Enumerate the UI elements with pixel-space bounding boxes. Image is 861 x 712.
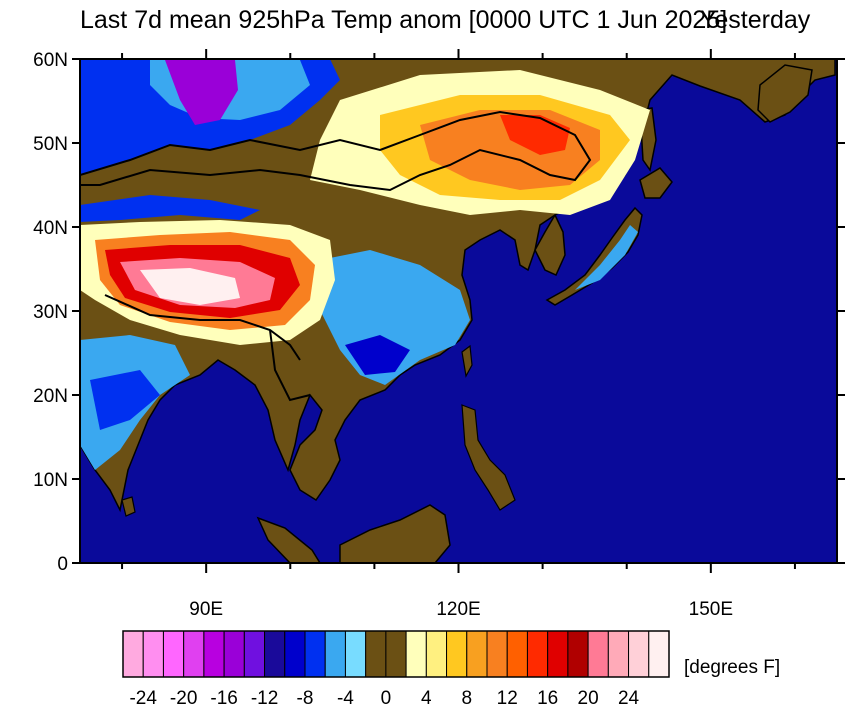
colorbar-swatch bbox=[446, 630, 468, 678]
colorbar-swatch bbox=[223, 630, 245, 678]
landmass-japan bbox=[545, 206, 643, 306]
axis-tick-labels: 0 10N 20N 30N 40N 50N 60N 90E 120E 150E bbox=[33, 50, 733, 620]
lon-tick-label: 150E bbox=[689, 599, 733, 620]
colorbar-swatch bbox=[648, 630, 670, 678]
lat-tick-label: 30N bbox=[33, 302, 68, 323]
colorbar-label: -4 bbox=[337, 688, 354, 709]
boundary-myanmar bbox=[269, 329, 311, 402]
landmass-taiwan bbox=[461, 344, 473, 378]
colorbar-swatch bbox=[122, 630, 144, 678]
landmass-sri-lanka bbox=[121, 496, 136, 517]
lat-tick-label: 50N bbox=[33, 134, 68, 155]
colorbar-label: 20 bbox=[578, 688, 599, 709]
colorbar-swatch bbox=[365, 630, 387, 678]
boundaries bbox=[80, 110, 592, 402]
axis-ticks bbox=[72, 49, 845, 573]
colorbar-units-label: [degrees F] bbox=[684, 657, 780, 678]
colorbar-label: 16 bbox=[537, 688, 558, 709]
landmass-kamchatka bbox=[757, 64, 813, 123]
colorbar-label: 0 bbox=[381, 688, 392, 709]
colorbar-swatch bbox=[587, 630, 609, 678]
lat-tick-label: 60N bbox=[33, 50, 68, 71]
colorbar-swatch bbox=[607, 630, 630, 678]
lon-tick-label: 90E bbox=[189, 599, 223, 620]
colorbar-swatch bbox=[628, 630, 650, 678]
colorbar: -24 -20 -16 -12 -8 -4 0 4 8 12 16 20 24 bbox=[122, 630, 670, 709]
colorbar-swatch bbox=[344, 630, 367, 678]
colorbar-swatch bbox=[405, 630, 427, 678]
colorbar-swatch bbox=[425, 630, 448, 678]
map-title: Last 7d mean 925hPa Temp anom [0000 UTC … bbox=[80, 6, 727, 34]
lat-tick-label: 10N bbox=[33, 470, 68, 491]
colorbar-swatch bbox=[304, 630, 326, 678]
colorbar-swatch bbox=[162, 630, 185, 678]
colorbar-swatch bbox=[466, 630, 488, 678]
colorbar-label: -24 bbox=[129, 688, 157, 709]
landmass-borneo bbox=[339, 504, 451, 563]
boundary-mongolia bbox=[80, 110, 592, 192]
anomaly-cold-india-dark bbox=[90, 370, 160, 430]
colorbar-swatch bbox=[567, 630, 589, 678]
lon-tick-label: 120E bbox=[436, 599, 480, 620]
colorbar-swatch bbox=[547, 630, 569, 678]
title-overlap-label: Yesterday bbox=[700, 6, 811, 34]
anomaly-warm-tibet-core bbox=[140, 268, 240, 305]
colorbar-swatch bbox=[526, 630, 549, 678]
colorbar-swatch bbox=[243, 630, 266, 678]
colorbar-frame bbox=[122, 630, 670, 678]
anomaly-cold-nw-purple bbox=[165, 60, 238, 125]
colorbar-label: 12 bbox=[497, 688, 518, 709]
colorbar-label: -20 bbox=[170, 688, 197, 709]
anomaly-cold-band-42n bbox=[80, 195, 260, 222]
colorbar-swatch bbox=[385, 630, 407, 678]
landmass-korea bbox=[534, 213, 566, 276]
colorbar-label: 4 bbox=[421, 688, 432, 709]
colorbar-swatch bbox=[324, 630, 346, 678]
anomaly-cold-japan bbox=[575, 225, 638, 290]
colorbar-label: 24 bbox=[618, 688, 640, 709]
colorbar-swatch bbox=[264, 630, 286, 678]
landmass-hokkaido bbox=[639, 167, 673, 199]
colorbar-swatch bbox=[486, 630, 508, 678]
anomaly-cold-south-china-dark bbox=[345, 335, 410, 375]
colorbar-label: -8 bbox=[297, 688, 314, 709]
colorbar-swatch bbox=[506, 630, 528, 678]
lat-tick-label: 40N bbox=[33, 218, 68, 239]
colorbar-label: -16 bbox=[210, 688, 237, 709]
lat-tick-label: 0 bbox=[57, 554, 68, 575]
landmass-sumatra bbox=[256, 516, 321, 563]
colorbar-label: -12 bbox=[251, 688, 278, 709]
colorbar-swatch bbox=[284, 630, 306, 678]
landmass-philippines bbox=[461, 404, 516, 511]
map-area bbox=[80, 59, 837, 563]
colorbar-label: 8 bbox=[461, 688, 472, 709]
colorbar-swatch bbox=[203, 630, 225, 678]
lat-tick-label: 20N bbox=[33, 386, 68, 407]
colorbar-swatch bbox=[142, 630, 164, 678]
boundary-himalaya bbox=[104, 294, 301, 361]
colorbar-swatch bbox=[183, 630, 205, 678]
